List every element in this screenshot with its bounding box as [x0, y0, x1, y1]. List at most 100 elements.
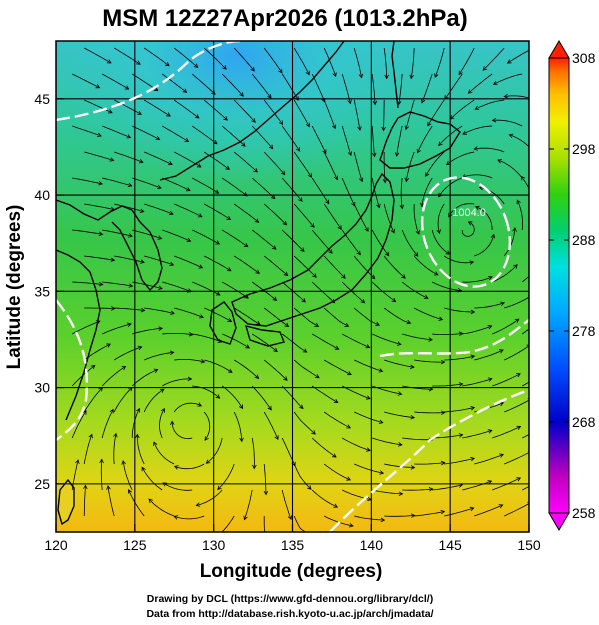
streamline [191, 125, 218, 145]
streamline [311, 489, 338, 508]
streamline [462, 480, 492, 491]
streamline-arrowhead [347, 99, 352, 105]
streamline-arrowhead [370, 274, 376, 280]
streamline-arrowhead [474, 205, 480, 211]
streamline [371, 177, 380, 208]
streamline-arrowhead [109, 408, 114, 414]
streamline-arrowhead [384, 251, 390, 257]
streamline-arrowhead [211, 90, 216, 95]
x-tick-label: 150 [517, 537, 541, 553]
streamline [475, 99, 505, 110]
streamline [504, 345, 529, 361]
streamline-arrowhead [127, 182, 133, 188]
streamline [132, 327, 163, 335]
streamline [504, 503, 529, 517]
streamline [251, 125, 274, 149]
streamline [421, 177, 433, 207]
streamline-arrowhead [238, 404, 244, 410]
streamline [144, 255, 174, 266]
streamline-arrowhead [500, 301, 506, 306]
streamline-arrowhead [397, 391, 403, 396]
streamline [474, 234, 495, 257]
streamline [191, 73, 216, 95]
streamline-arrowhead [109, 157, 115, 162]
streamline-arrowhead [404, 125, 409, 131]
streamline [323, 203, 342, 230]
streamline [323, 411, 351, 429]
streamline-arrowhead [390, 228, 395, 234]
streamline [492, 373, 521, 387]
streamline [402, 488, 433, 491]
streamline-arrowhead [148, 498, 153, 504]
streamline [323, 99, 336, 129]
streamline-arrowhead [90, 364, 96, 370]
streamline-arrowhead [227, 317, 233, 322]
streamline [161, 73, 187, 93]
streamline-arrowhead [244, 294, 249, 299]
streamline [221, 281, 249, 299]
streamline-arrowhead [516, 425, 522, 430]
streamline [233, 203, 259, 223]
streamline [263, 255, 288, 276]
map-title: MSM 12Z27Apr2026 (1013.2hPa) [102, 5, 468, 32]
streamline-arrowhead [300, 247, 305, 253]
streamline [192, 281, 221, 296]
streamline [263, 47, 283, 74]
streamline-arrowhead [121, 460, 126, 465]
streamline-arrowhead [499, 453, 504, 458]
streamline [263, 151, 286, 175]
streamline-arrowhead [136, 407, 141, 413]
streamline [141, 467, 163, 491]
streamline [353, 203, 369, 232]
streamline-arrowhead [406, 319, 412, 325]
streamline-arrowhead [169, 350, 175, 356]
streamline-arrowhead [503, 93, 509, 99]
streamline [431, 229, 450, 255]
streamline [72, 73, 100, 89]
streamline-arrowhead [255, 269, 260, 274]
streamline-arrowhead [371, 152, 377, 158]
streamline [162, 229, 191, 242]
streamline [401, 229, 419, 257]
streamline-arrowhead [470, 354, 476, 359]
streamline [144, 203, 174, 215]
streamline [102, 229, 133, 237]
streamline [341, 437, 371, 451]
streamline-arrowhead [382, 178, 388, 184]
streamline-arrowhead [197, 402, 203, 407]
streamline [323, 463, 351, 481]
streamline [482, 47, 505, 71]
streamline [414, 359, 445, 363]
streamline [293, 203, 315, 228]
streamline [132, 281, 163, 289]
streamline-arrowhead [137, 345, 143, 351]
streamline-arrowhead [98, 180, 104, 186]
streamline [132, 229, 162, 239]
streamline [353, 47, 362, 78]
streamline [162, 378, 192, 387]
streamline [113, 433, 117, 465]
streamline [174, 515, 205, 520]
streamline-arrowhead [526, 344, 529, 349]
streamline-arrowhead [415, 230, 420, 235]
streamline [113, 346, 142, 361]
streamline-arrowhead [436, 229, 441, 235]
streamline [71, 459, 79, 491]
streamline [405, 99, 415, 130]
contour-line-west [56, 299, 88, 441]
streamline-arrowhead [95, 84, 101, 89]
streamline-arrowhead [409, 74, 414, 80]
streamline [143, 99, 171, 117]
kyushu-coastline [209, 301, 237, 345]
streamline [371, 125, 375, 157]
streamline [83, 485, 86, 517]
colorbar-bottom-arrow [548, 512, 570, 531]
streamline-arrowhead [250, 67, 255, 72]
streamline-arrowhead [226, 215, 232, 221]
streamline-arrowhead [302, 348, 308, 353]
streamline-arrowhead [346, 424, 352, 429]
streamline [102, 125, 131, 138]
streamline [383, 203, 395, 234]
streamline [114, 307, 145, 311]
sakhalin-coastline [391, 41, 399, 109]
